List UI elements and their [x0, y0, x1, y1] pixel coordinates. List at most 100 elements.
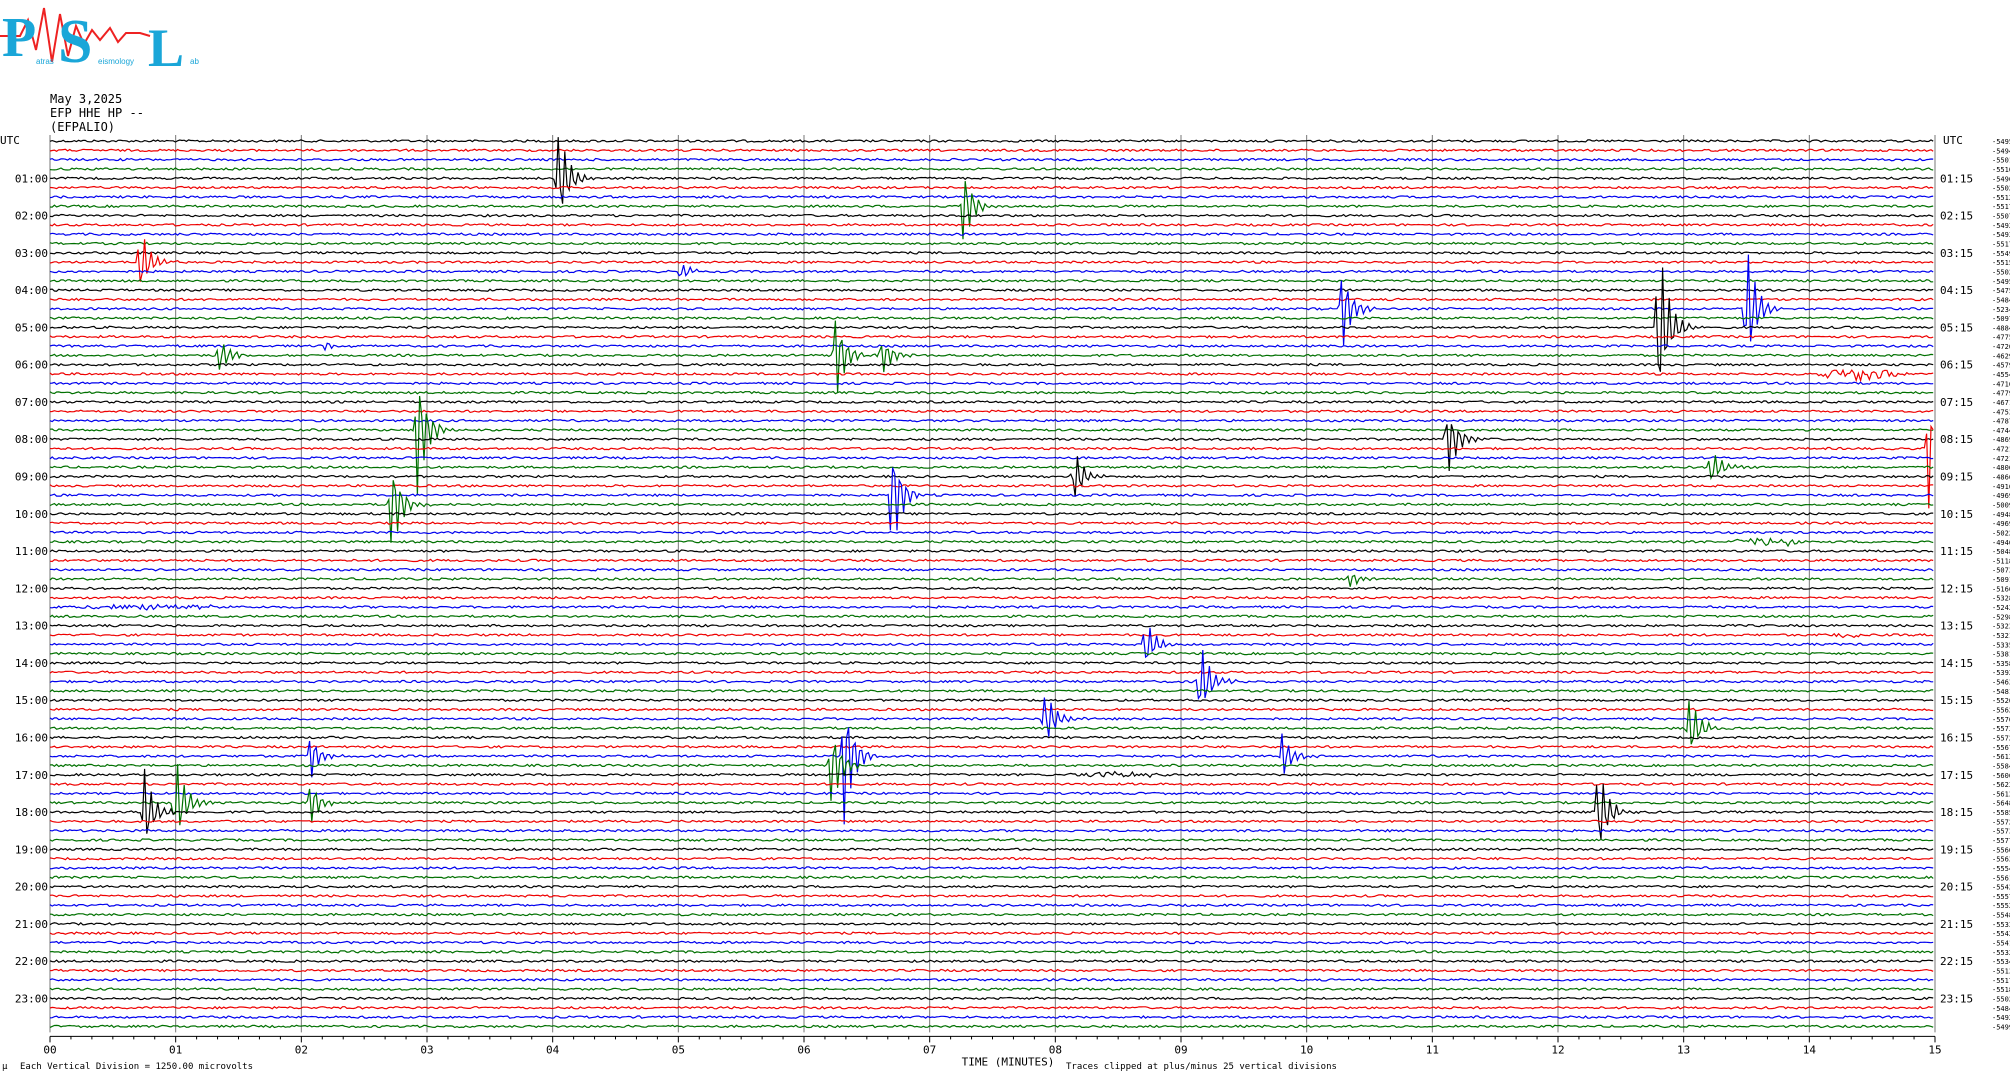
- trace-2: [49, 157, 1934, 162]
- trace-offset-label: -5576: [1992, 716, 2010, 724]
- trace-19: [49, 316, 1934, 320]
- trace-offset-label: -5328: [1992, 595, 2010, 603]
- trace-25: [49, 368, 1934, 383]
- trace-offset-label: -5475: [1992, 287, 2010, 295]
- trace-47: [49, 574, 1934, 587]
- trace-69: [49, 782, 1934, 786]
- trace-offset-label: -5613: [1992, 753, 2010, 761]
- trace-88: [49, 959, 1934, 964]
- trace-offset-label: -5495: [1992, 278, 2010, 286]
- trace-offset-label: -5532: [1992, 949, 2010, 957]
- trace-49: [49, 595, 1934, 600]
- trace-offset-label: -5554: [1992, 865, 2010, 873]
- trace-offset-label: -4969: [1992, 492, 2010, 500]
- logo-text-ab: ab: [190, 57, 199, 66]
- hour-label-right: 22:15: [1940, 955, 1973, 968]
- trace-offset-label: -4779: [1992, 390, 2010, 398]
- trace-offset-label: -5520: [1992, 697, 2010, 705]
- trace-45: [49, 558, 1934, 563]
- trace-0: [49, 139, 1934, 143]
- trace-4: [49, 137, 1934, 204]
- trace-offset-label: -5585: [1992, 809, 2010, 817]
- hour-label-right: 03:15: [1940, 247, 1973, 260]
- hour-label-right: 13:15: [1940, 620, 1973, 633]
- psl-logo: P S L atras eismology ab: [0, 7, 199, 72]
- trace-9: [49, 222, 1934, 227]
- hour-label-right: 12:15: [1940, 582, 1973, 595]
- trace-39: [49, 480, 1934, 543]
- trace-82: [49, 903, 1934, 908]
- trace-offset-label: -5567: [1992, 744, 2010, 752]
- x-tick-label: 03: [420, 1043, 433, 1056]
- x-tick-label: 05: [672, 1043, 685, 1056]
- trace-offset-label: -5073: [1992, 567, 2010, 575]
- hour-label-left: 07:00: [15, 396, 48, 409]
- trace-65: [49, 744, 1934, 749]
- trace-6: [49, 194, 1934, 199]
- hour-label-left: 20:00: [15, 881, 48, 894]
- trace-91: [49, 987, 1934, 992]
- x-tick-label: 15: [1928, 1043, 1941, 1056]
- trace-68: [49, 770, 1934, 779]
- x-tick-label: 14: [1803, 1043, 1817, 1056]
- trace-73: [49, 819, 1934, 824]
- hour-label-right: 07:15: [1940, 396, 1973, 409]
- x-tick-label: 02: [295, 1043, 308, 1056]
- trace-offset-label: -4969: [1992, 520, 2010, 528]
- hour-label-right: 01:15: [1940, 172, 1973, 185]
- trace-offset-label: -5517: [1992, 977, 2010, 985]
- x-tick-label: 04: [546, 1043, 560, 1056]
- trace-offset-label: -5515: [1992, 259, 2010, 267]
- scale-note: Each Vertical Division = 1250.00 microvo…: [20, 1062, 253, 1072]
- trace-77: [49, 856, 1934, 861]
- logo-text-atras: atras: [36, 57, 54, 66]
- hour-label-left: 14:00: [15, 657, 48, 670]
- trace-94: [49, 1015, 1934, 1020]
- trace-offset-label: -4869: [1992, 436, 2010, 444]
- trace-50: [49, 603, 1934, 611]
- trace-16: [49, 288, 1934, 293]
- trace-58: [49, 649, 1934, 701]
- trace-offset-label: -4671: [1992, 399, 2010, 407]
- trace-70: [49, 791, 1934, 796]
- trace-74: [49, 828, 1934, 833]
- x-tick-label: 13: [1677, 1043, 1690, 1056]
- trace-offset-label: -4753: [1992, 408, 2010, 416]
- trace-1: [49, 148, 1934, 153]
- trace-offset-label: -5573: [1992, 828, 2010, 836]
- trace-56: [49, 661, 1934, 665]
- hour-label-left: 18:00: [15, 806, 48, 819]
- trace-64: [49, 735, 1934, 740]
- hour-label-left: 15:00: [15, 694, 48, 707]
- trace-76: [49, 847, 1934, 852]
- hour-label-left: 05:00: [15, 321, 48, 334]
- trace-66: [49, 727, 1934, 825]
- logo-letter-s: S: [58, 8, 92, 72]
- trace-44: [49, 549, 1934, 553]
- trace-28: [49, 400, 1934, 404]
- trace-offset-label: -5481: [1992, 688, 2010, 696]
- trace-61: [49, 707, 1934, 712]
- trace-offset-label: -5542: [1992, 884, 2010, 892]
- trace-13: [49, 239, 1934, 282]
- trace-24: [49, 362, 1934, 367]
- trace-59: [49, 688, 1934, 693]
- trace-90: [49, 977, 1934, 982]
- x-tick-label: 08: [1049, 1043, 1062, 1056]
- trace-12: [49, 250, 1934, 255]
- trace-48: [49, 586, 1934, 591]
- trace-offset-label: -5494: [1992, 147, 2010, 155]
- trace-17: [49, 297, 1934, 302]
- trace-offset-label: -5091: [1992, 576, 2010, 584]
- trace-offset-label: -4629: [1992, 352, 2010, 360]
- trace-offset-label: -5492: [1992, 1014, 2010, 1022]
- trace-offset-label: -5009: [1992, 501, 2010, 509]
- trace-29: [49, 409, 1934, 414]
- trace-32: [49, 424, 1934, 472]
- hour-label-right: 02:15: [1940, 210, 1973, 223]
- trace-26: [49, 381, 1934, 386]
- utc-label-left: UTC: [0, 134, 20, 147]
- hour-label-right: 08:15: [1940, 433, 1973, 446]
- x-tick-label: 07: [923, 1043, 936, 1056]
